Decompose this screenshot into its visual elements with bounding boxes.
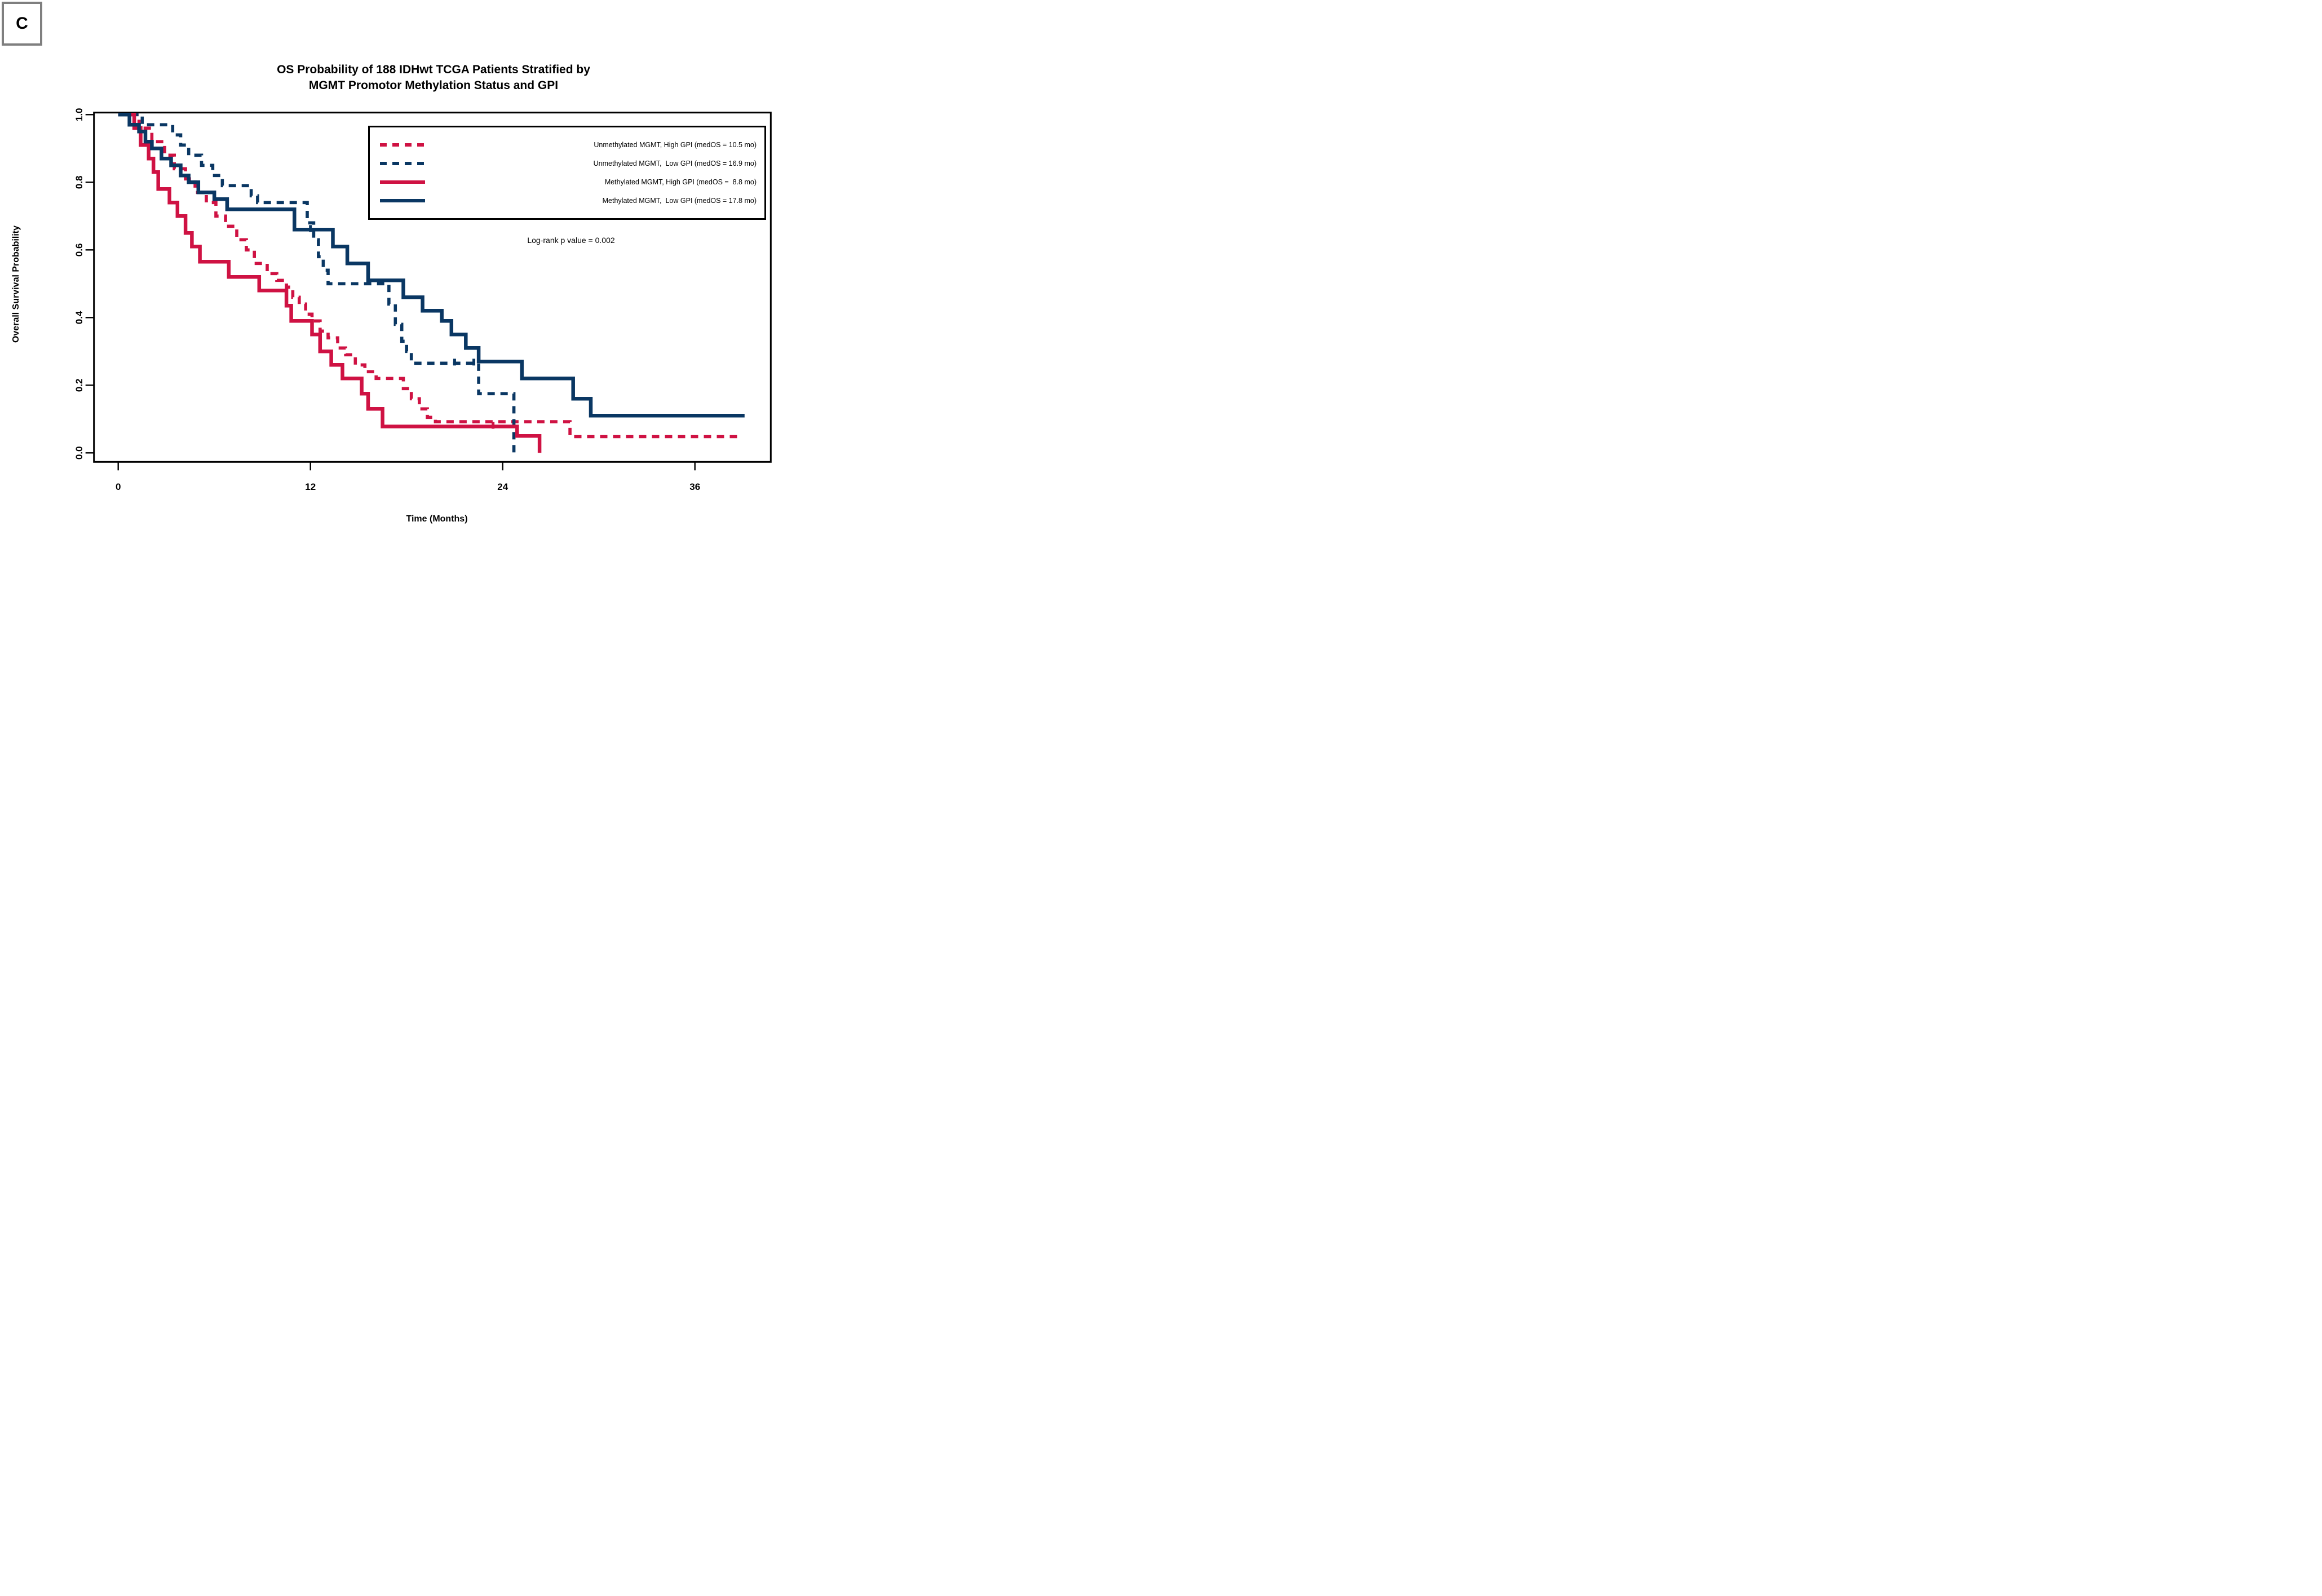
- legend-line-sample-dashed: [380, 143, 425, 147]
- legend-item-methylated-low-gpi: Methylated MGMT, Low GPI (medOS = 17.8 m…: [370, 192, 764, 210]
- legend-item-unmethylated-low-gpi: Unmethylated MGMT, Low GPI (medOS = 16.9…: [370, 154, 764, 173]
- legend-label: Unmethylated MGMT, Low GPI (medOS = 16.9…: [593, 160, 757, 167]
- legend-item-methylated-high-gpi: Methylated MGMT, High GPI (medOS = 8.8 m…: [370, 173, 764, 192]
- legend-item-unmethylated-high-gpi: Unmethylated MGMT, High GPI (medOS = 10.…: [370, 136, 764, 154]
- legend-label: Unmethylated MGMT, High GPI (medOS = 10.…: [594, 141, 757, 149]
- km-plot: 0.0 0.2 0.4 0.6 0.8 1.0 0 12 24 36: [74, 108, 772, 492]
- km-curve-methylated-high-gpi: [118, 113, 542, 453]
- panel-label-box: C: [2, 2, 42, 46]
- x-axis-title: Time (Months): [406, 514, 468, 524]
- y-tick-label: 0.6: [74, 243, 85, 257]
- km-curve-unmethylated-high-gpi: [118, 113, 740, 439]
- km-curve-methylated-low-gpi: [118, 113, 745, 418]
- y-tick-label: 0.0: [74, 446, 85, 459]
- chart-title: OS Probability of 188 IDHwt TCGA Patient…: [95, 62, 772, 94]
- x-tick-label: 12: [305, 481, 316, 492]
- y-tick-label: 0.4: [74, 311, 85, 324]
- x-tick-label: 24: [497, 481, 508, 492]
- chart-title-line-2: MGMT Promotor Methylation Status and GPI: [308, 79, 559, 92]
- figure-canvas: C OS Probability of 188 IDHwt TCGA Patie…: [0, 0, 774, 532]
- logrank-annotation: Log-rank p value = 0.002: [527, 236, 615, 245]
- y-tick-label: 1.0: [74, 108, 85, 121]
- panel-label: C: [16, 14, 28, 33]
- legend-label: Methylated MGMT, Low GPI (medOS = 17.8 m…: [602, 197, 757, 205]
- x-tick-label: 0: [116, 481, 121, 492]
- chart-title-line-1: OS Probability of 188 IDHwt TCGA Patient…: [277, 63, 590, 76]
- x-tick-label: 36: [689, 481, 700, 492]
- y-tick-label: 0.8: [74, 175, 85, 189]
- legend-line-sample-dashed: [380, 162, 425, 165]
- plot-border: [93, 112, 772, 463]
- legend-line-sample-solid: [380, 199, 425, 202]
- legend-line-sample-solid: [380, 180, 425, 184]
- legend-label: Methylated MGMT, High GPI (medOS = 8.8 m…: [604, 178, 757, 186]
- legend-box: Unmethylated MGMT, High GPI (medOS = 10.…: [368, 126, 766, 220]
- y-tick-label: 0.2: [74, 378, 85, 392]
